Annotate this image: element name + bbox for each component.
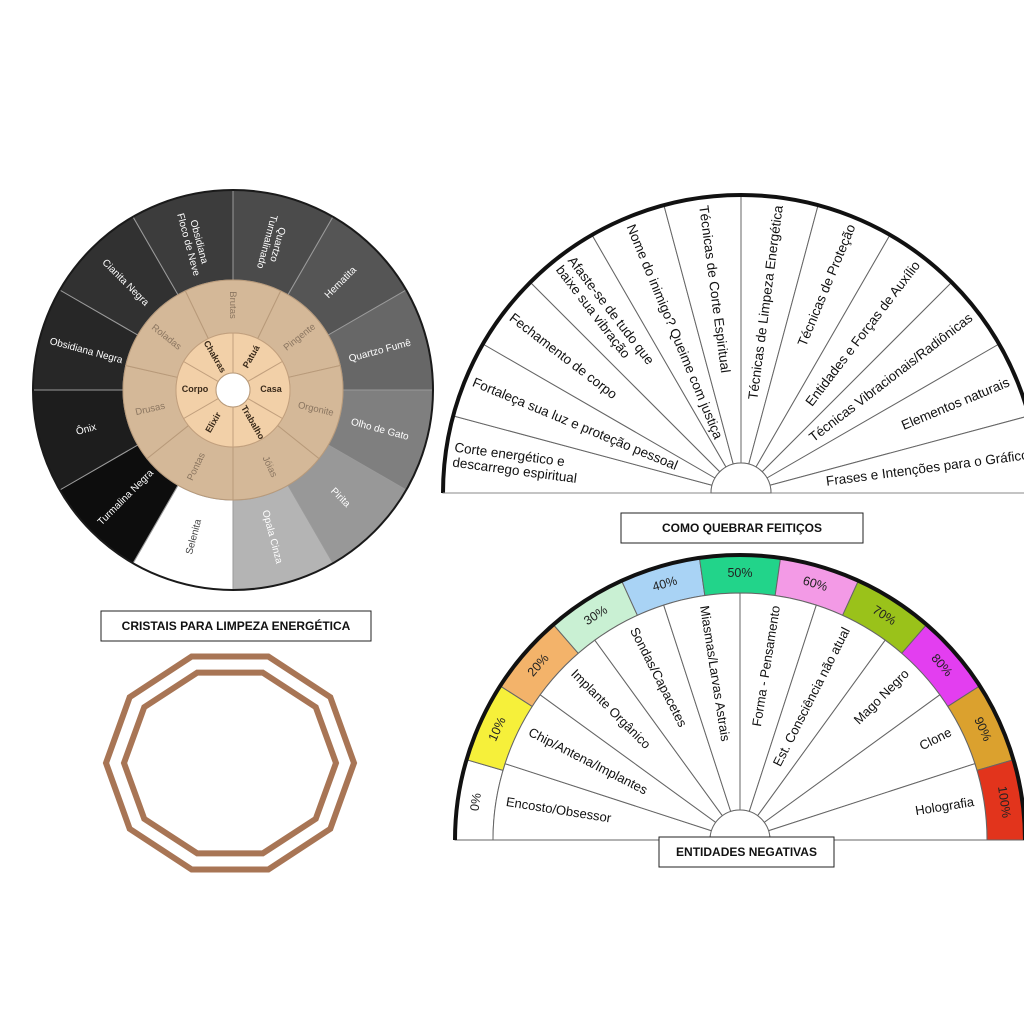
purpose-label-line: Corpo: [182, 384, 209, 394]
decagon-outer: [102, 653, 358, 873]
purpose-label: Corpo: [182, 384, 209, 394]
decagon: [102, 653, 358, 873]
percent-label-group: 60%: [801, 574, 829, 594]
use-label-line: Brutas: [227, 291, 238, 319]
entities-chart: 0%10%20%30%40%50%60%70%80%90%100%Encosto…: [453, 553, 1024, 841]
title-frame: [620, 512, 864, 544]
spell-hub: [710, 462, 772, 494]
percent-label: 60%: [801, 574, 829, 594]
percent-label-group: 0%: [468, 792, 484, 812]
entity-rim: [453, 553, 1024, 841]
percent-label-line: 60%: [801, 574, 829, 594]
decagon-inner: [120, 669, 340, 857]
percent-label-line: 100%: [995, 785, 1013, 819]
wheel-border: [32, 189, 434, 591]
percent-label-line: 0%: [468, 792, 484, 812]
use-label-group: Brutas: [227, 291, 238, 319]
chart-title: ENTIDADES NEGATIVAS: [676, 845, 817, 859]
percent-label: 40%: [651, 574, 679, 594]
chart-title: COMO QUEBRAR FEITIÇOS: [662, 521, 822, 535]
percent-label-group: 40%: [651, 574, 679, 594]
title-box: ENTIDADES NEGATIVAS: [658, 836, 835, 868]
title-box: CRISTAIS PARA LIMPEZA ENERGÉTICA: [100, 610, 372, 642]
entity-hub: [709, 809, 771, 841]
purpose-label-line: Casa: [260, 384, 283, 394]
purpose-label-group: Casa: [260, 384, 283, 394]
spell-rim: [441, 193, 1024, 494]
percent-label-line: 40%: [651, 574, 679, 594]
purpose-label-group: Corpo: [182, 384, 209, 394]
crystal-label-group: QuartzoTurmalinado: [254, 214, 290, 273]
percent-label-group: 100%: [995, 785, 1013, 819]
chart-title: CRISTAIS PARA LIMPEZA ENERGÉTICA: [122, 618, 351, 633]
spells-chart: Corte energético edescarrego espiritualF…: [441, 193, 1024, 494]
title-frame: [100, 610, 372, 642]
percent-label: 50%: [727, 566, 752, 580]
title-frame: [658, 836, 835, 868]
percent-label-group: 50%: [727, 566, 752, 580]
percent-label-line: 50%: [727, 566, 752, 580]
purpose-label: Casa: [260, 384, 283, 394]
wheel-hole: [215, 372, 251, 408]
use-label: Brutas: [227, 291, 238, 319]
title-box: COMO QUEBRAR FEITIÇOS: [620, 512, 864, 544]
percent-label: 100%: [995, 785, 1013, 819]
crystal-label: QuartzoTurmalinado: [254, 214, 290, 273]
percent-label: 0%: [468, 792, 484, 812]
